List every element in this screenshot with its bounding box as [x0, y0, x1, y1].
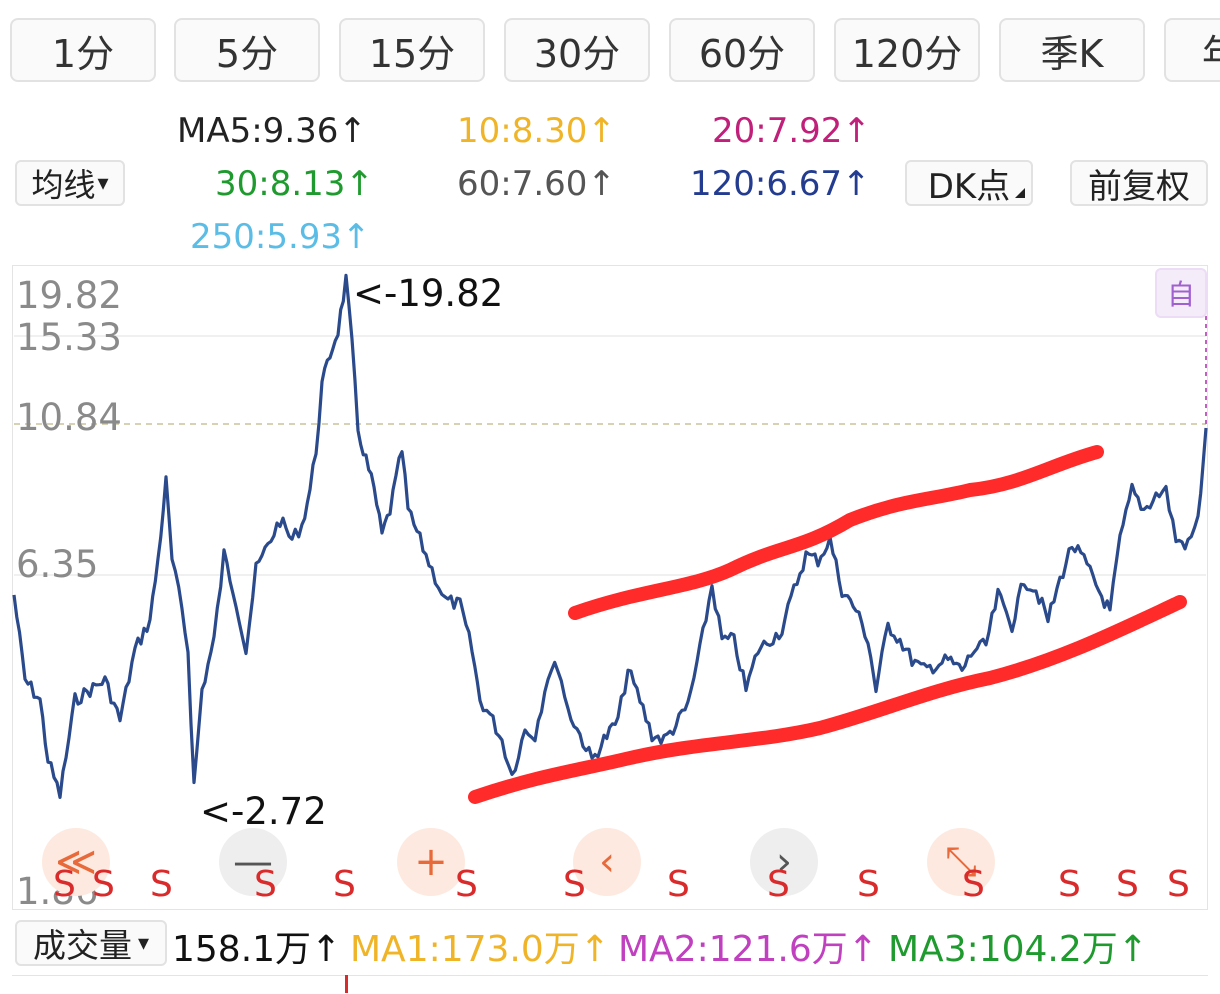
- corner-triangle-icon: [1015, 188, 1025, 198]
- sell-marker: S: [333, 864, 356, 905]
- dk-point-label: DK点: [927, 166, 1011, 207]
- ma20-value: 20:7.92↑: [712, 111, 871, 151]
- auto-scale-button[interactable]: 自: [1155, 268, 1207, 318]
- tab-5min[interactable]: 5分: [174, 18, 320, 82]
- sell-marker: S: [455, 864, 478, 905]
- minus-icon[interactable]: —: [219, 828, 287, 896]
- ma5-value: MA5:9.36↑: [177, 111, 367, 151]
- y-axis-label: 19.82: [16, 274, 122, 317]
- volume-selector[interactable]: 成交量 ▾: [15, 920, 167, 966]
- price-line: [12, 273, 1208, 800]
- sell-marker: S: [150, 864, 173, 905]
- sell-marker: S: [667, 864, 690, 905]
- dk-point-button[interactable]: DK点: [905, 160, 1033, 207]
- tab-60min[interactable]: 60分: [669, 18, 815, 82]
- sell-marker: S: [92, 864, 115, 905]
- tab-30min[interactable]: 30分: [504, 18, 650, 82]
- double-left-icon[interactable]: ≪: [42, 828, 110, 896]
- tab-1min[interactable]: 1分: [10, 18, 156, 82]
- volume-value: 158.1万↑: [172, 929, 342, 970]
- volume-ma3: MA3:104.2万↑: [888, 929, 1148, 970]
- low-price-marker: <-2.72: [200, 790, 327, 833]
- sell-marker: S: [1167, 864, 1190, 905]
- fullscreen-icon[interactable]: ⤡: [927, 828, 995, 896]
- sell-marker: S: [563, 864, 586, 905]
- right-icon[interactable]: ›: [750, 828, 818, 896]
- volume-selector-label: 成交量: [32, 926, 132, 965]
- plus-icon[interactable]: +: [397, 828, 465, 896]
- ma250-value: 250:5.93↑: [190, 217, 371, 257]
- sell-marker: S: [1116, 864, 1139, 905]
- lower-trend-annotation: [468, 595, 1187, 804]
- dropdown-arrow-icon: ▾: [137, 930, 150, 956]
- sell-marker: S: [53, 864, 76, 905]
- ma30-value: 30:8.13↑: [215, 164, 374, 204]
- tab-year[interactable]: 年: [1164, 18, 1220, 82]
- upper-trend-annotation: [568, 445, 1104, 620]
- volume-bar: [345, 975, 348, 993]
- sell-marker: S: [254, 864, 277, 905]
- volume-panel: [12, 975, 1208, 994]
- tab-120min[interactable]: 120分: [834, 18, 980, 82]
- dropdown-arrow-icon: ▾: [97, 170, 109, 196]
- ma60-value: 60:7.60↑: [457, 164, 616, 204]
- ma120-value: 120:6.67↑: [690, 164, 871, 204]
- y-axis-label: 10.84: [16, 396, 122, 439]
- tab-season-k[interactable]: 季K: [999, 18, 1145, 82]
- volume-ma1: MA1:173.0万↑: [350, 929, 610, 970]
- forward-adjust-button[interactable]: 前复权: [1070, 160, 1208, 207]
- price-chart-frame: [12, 265, 1208, 910]
- sell-marker: S: [857, 864, 880, 905]
- volume-ma2: MA2:121.6万↑: [618, 929, 878, 970]
- sell-marker: S: [767, 864, 790, 905]
- y-axis-label: 6.35: [16, 543, 99, 586]
- ma10-value: 10:8.30↑: [457, 111, 616, 151]
- high-price-marker: <-19.82: [353, 272, 504, 315]
- y-axis-label: 15.33: [16, 316, 122, 359]
- ma-selector[interactable]: 均线 ▾: [15, 160, 125, 206]
- tab-15min[interactable]: 15分: [339, 18, 485, 82]
- sell-marker: S: [962, 864, 985, 905]
- left-icon[interactable]: ‹: [573, 828, 641, 896]
- sell-marker: S: [1058, 864, 1081, 905]
- ma-selector-label: 均线: [31, 166, 96, 204]
